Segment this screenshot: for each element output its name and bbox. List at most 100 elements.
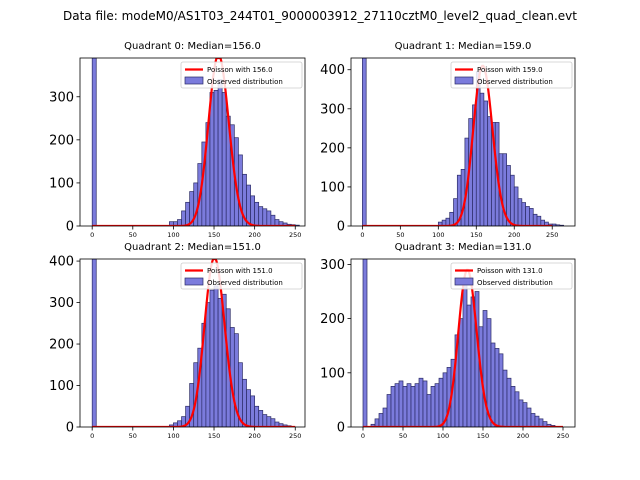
- histogram-bar: [521, 202, 526, 226]
- histogram-bar: [185, 201, 191, 226]
- x-tick-label: 150: [208, 231, 220, 239]
- histogram-bar: [181, 210, 186, 226]
- y-tick-label: 400: [320, 63, 345, 78]
- panel-quadrant-1: Quadrant 1: Median=159.0 0 50 100 150 200 250 0…: [320, 41, 576, 239]
- histogram-bar: [398, 380, 404, 427]
- histogram-bar: [410, 386, 416, 427]
- histogram-bar: [510, 174, 515, 226]
- legend-poisson-label: Poisson with 151.0: [207, 267, 273, 275]
- y-tick-label: 200: [320, 312, 345, 327]
- legend-bar-swatch: [454, 76, 474, 85]
- y-tick-label: 0: [337, 220, 345, 235]
- histogram-bar: [221, 92, 227, 226]
- x-tick-label: 200: [508, 231, 520, 239]
- histogram-bar: [254, 405, 260, 427]
- legend: Poisson with 151.0 Observed distribution: [180, 262, 303, 290]
- x-tick-label: 250: [289, 432, 301, 440]
- histogram-bar: [498, 353, 504, 427]
- legend-bar-swatch: [184, 277, 204, 286]
- y-tick-label: 0: [66, 220, 74, 235]
- histogram-bar: [510, 386, 516, 427]
- x-tick-label: 200: [248, 432, 260, 440]
- histogram-bar: [536, 215, 542, 226]
- histogram-bar: [250, 195, 255, 226]
- x-tick-label: 50: [129, 432, 137, 440]
- histogram-bar: [406, 383, 412, 427]
- histogram-bar: [209, 289, 215, 427]
- histogram-bar: [258, 206, 264, 226]
- axes-frame: [79, 57, 306, 227]
- histogram-bar: [518, 399, 524, 427]
- legend-poisson-label: Poisson with 131.0: [477, 267, 543, 275]
- y-tick-label: 300: [320, 258, 345, 273]
- histogram-bar: [246, 389, 251, 427]
- histogram-bar: [430, 386, 436, 427]
- x-tick-label: 150: [470, 231, 482, 239]
- legend: Poisson with 156.0 Observed distribution: [180, 61, 303, 89]
- histogram-bar: [426, 394, 432, 427]
- panel-quadrant-0: Quadrant 0: Median=156.0 0 50 100 150 200 250 0…: [49, 41, 306, 239]
- legend-poisson-label: Poisson with 156.0: [207, 66, 273, 74]
- histogram-bar: [270, 214, 276, 226]
- x-tick-label: 0: [90, 231, 94, 239]
- x-tick-label: 50: [399, 432, 407, 440]
- histogram-bar: [434, 383, 440, 427]
- histogram-bar: [414, 383, 420, 427]
- y-tick-label: 400: [49, 255, 74, 270]
- y-tick-label: 300: [49, 90, 74, 105]
- histogram-bar: [246, 184, 251, 226]
- x-tick-label: 0: [90, 432, 94, 440]
- histogram-bar: [530, 413, 536, 427]
- histogram-bar: [466, 304, 472, 427]
- panel-title: Quadrant 1: Median=159.0: [395, 41, 532, 52]
- histogram-bar: [506, 377, 512, 427]
- histogram-bar: [462, 280, 468, 427]
- x-tick-label: 0: [360, 231, 364, 239]
- x-tick-label: 100: [432, 231, 444, 239]
- histogram-bar: [394, 383, 400, 427]
- histogram-bar: [458, 318, 464, 427]
- histogram-bar: [532, 213, 538, 226]
- axes-frame: [350, 258, 576, 428]
- panel-title: Quadrant 3: Median=131.0: [395, 242, 532, 253]
- histogram-bar: [525, 206, 530, 226]
- histogram-bar: [205, 302, 211, 427]
- panel-title: Quadrant 0: Median=156.0: [124, 41, 261, 52]
- histogram-bar: [266, 210, 272, 226]
- histogram-bar: [262, 414, 268, 427]
- histogram-bar: [209, 92, 215, 226]
- y-tick-label: 100: [320, 366, 345, 381]
- legend-box: [180, 262, 303, 290]
- x-tick-label: 50: [129, 231, 137, 239]
- x-tick-label: 100: [437, 432, 449, 440]
- x-tick-label: 150: [208, 432, 220, 440]
- histogram-bar: [258, 410, 264, 427]
- x-tick-label: 50: [396, 231, 404, 239]
- x-tick-label: 100: [167, 231, 179, 239]
- legend-box: [450, 61, 573, 89]
- legend: Poisson with 131.0 Observed distribution: [450, 262, 573, 290]
- histogram-bar: [390, 386, 396, 427]
- legend-observed-label: Observed distribution: [207, 279, 283, 287]
- x-tick-label: 150: [477, 432, 489, 440]
- x-tick-label: 200: [517, 432, 529, 440]
- histogram-bar: [490, 342, 496, 427]
- legend-bar-swatch: [184, 76, 204, 85]
- histogram-bar: [487, 116, 492, 226]
- histogram-bar: [386, 394, 392, 427]
- histogram-bar: [242, 378, 247, 427]
- histogram-bar: [483, 100, 489, 226]
- y-tick-label: 0: [66, 421, 74, 436]
- histogram-bar: [402, 386, 408, 427]
- x-tick-label: 250: [289, 231, 301, 239]
- x-tick-label: 250: [557, 432, 569, 440]
- histogram-bar: [262, 208, 268, 226]
- histogram-bar: [362, 58, 367, 226]
- histogram-bar: [418, 377, 424, 427]
- legend-observed-label: Observed distribution: [207, 78, 283, 86]
- legend-box: [450, 262, 573, 290]
- panel-quadrant-3: Quadrant 3: Median=131.0 0 50 100 150 200 250 0…: [320, 242, 576, 440]
- histogram-bar: [362, 259, 368, 427]
- y-tick-label: 200: [320, 141, 345, 156]
- figure-title: Data file: modeM0/AS1T03_244T01_90000039…: [63, 9, 577, 23]
